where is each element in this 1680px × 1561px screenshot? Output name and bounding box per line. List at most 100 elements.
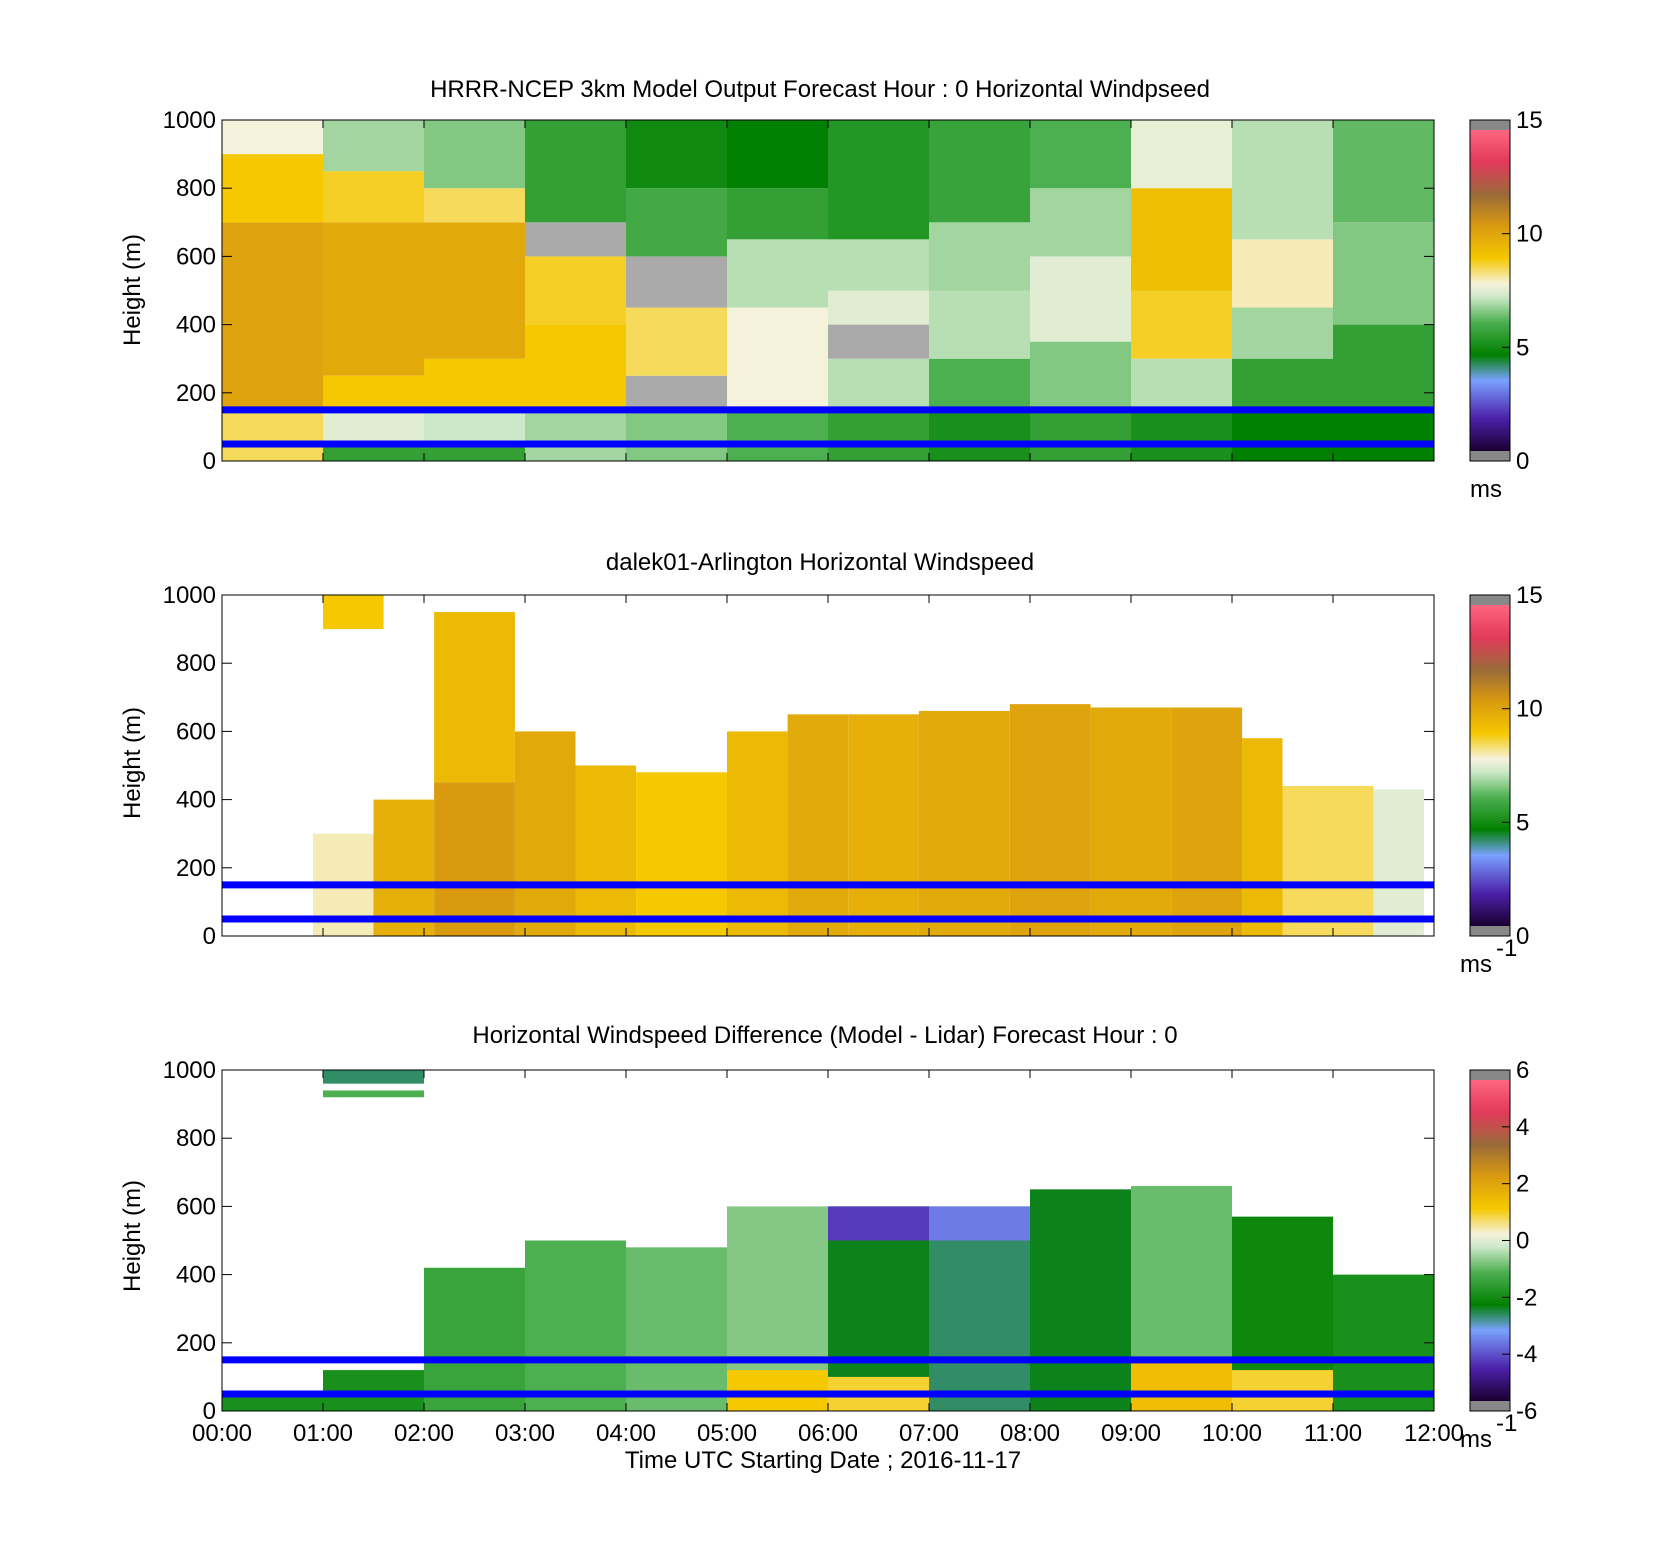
heatmap-cell [514, 731, 576, 936]
y-tick-label: 1000 [163, 107, 216, 134]
heatmap-cell [1333, 222, 1434, 325]
heatmap-cell [1030, 409, 1131, 461]
heatmap-cell [222, 409, 323, 461]
y-tick-label: 600 [176, 718, 216, 745]
colorbar-tick-label: 10 [1516, 696, 1543, 723]
heatmap-cell [828, 1206, 929, 1241]
heatmap-cell [424, 1267, 525, 1411]
heatmap-cell [373, 799, 435, 936]
heatmap-cell [636, 772, 727, 936]
y-tick-label: 1000 [163, 582, 216, 609]
heatmap-cell [848, 714, 919, 936]
colorbar-tick-label: 15 [1516, 107, 1543, 134]
heatmap-cell [323, 222, 424, 376]
heatmap-cell [1373, 789, 1424, 936]
heatmap-cell [929, 358, 1030, 410]
heatmap-cell [323, 171, 424, 223]
colorbar [1470, 130, 1510, 451]
colorbar-tick-label: 4 [1516, 1114, 1529, 1141]
heatmap-cell [929, 290, 1030, 359]
heatmap-cell [323, 1090, 424, 1098]
heatmap-cell [525, 222, 626, 257]
heatmap-cell [918, 710, 1010, 936]
heatmap-cell [626, 188, 727, 257]
heatmap-cell [424, 120, 525, 189]
heatmap-cell [828, 358, 929, 410]
heatmap-cell [1030, 188, 1131, 257]
heatmap-cell [1131, 409, 1232, 461]
heatmap-cell [626, 1247, 727, 1411]
y-tick-label: 200 [176, 1330, 216, 1357]
heatmap-cell [828, 239, 929, 291]
heatmap-cell [1333, 409, 1434, 461]
x-tick-label: 04:00 [596, 1420, 656, 1447]
heatmap-cell [1232, 120, 1333, 240]
x-axis-label: Time UTC Starting Date ; 2016-11-17 [625, 1447, 1021, 1474]
heatmap-cell [1030, 120, 1131, 189]
heatmap-cell [323, 120, 424, 172]
heatmap-cell [1131, 120, 1232, 189]
colorbar [1470, 605, 1510, 926]
x-tick-label: 01:00 [293, 1420, 353, 1447]
heatmap-cell [787, 714, 849, 936]
heatmap-cell [575, 765, 637, 936]
heatmap-cell [1009, 704, 1091, 936]
colorbar-unit-exponent: -1 [1496, 1410, 1517, 1437]
y-tick-label: 800 [176, 650, 216, 677]
colorbar-tick-label: 15 [1516, 582, 1543, 609]
heatmap-cell [1232, 358, 1333, 410]
heatmap-cell [323, 1070, 424, 1084]
x-tick-label: 03:00 [495, 1420, 555, 1447]
colorbar-tick-label: 5 [1516, 809, 1529, 836]
colorbar-tick-label: 6 [1516, 1057, 1529, 1084]
heatmap-cell [434, 782, 515, 936]
heatmap-cell [1242, 738, 1283, 936]
heatmap-cell [424, 443, 525, 461]
y-tick-label: 0 [203, 923, 216, 950]
heatmap-cell [1333, 120, 1434, 223]
heatmap-cell [828, 324, 929, 359]
y-tick-label: 0 [203, 448, 216, 475]
heatmap-cell [424, 188, 525, 223]
heatmap-cell [727, 120, 828, 189]
heatmap-cell [525, 409, 626, 461]
colorbar-unit: ms [1460, 951, 1492, 978]
heatmap-cell [626, 120, 727, 189]
y-tick-label: 400 [176, 787, 216, 814]
heatmap-cell [525, 256, 626, 325]
x-tick-label: 09:00 [1101, 1420, 1161, 1447]
heatmap-cell [727, 188, 828, 240]
heatmap-cell [1232, 409, 1333, 461]
heatmap-cell [828, 120, 929, 240]
colorbar-unit: ms [1470, 476, 1502, 503]
heatmap-cell [929, 409, 1030, 461]
x-tick-label: 02:00 [394, 1420, 454, 1447]
panel-diff-plot: 0 200 400 600 800 1000 00:00 01:00 02:00 03:00 04:… [163, 1057, 1538, 1453]
colorbar-border [1469, 119, 1511, 462]
x-tick-label: 08:00 [1000, 1420, 1060, 1447]
heatmap-cell [1090, 707, 1172, 936]
panel-lidar-title: dalek01-Arlington Horizontal Windspeed [606, 549, 1034, 576]
panel-diff: Horizontal Windspeed Difference (Model -… [119, 1022, 1537, 1453]
heatmap-cell [626, 256, 727, 308]
heatmap-cell [727, 239, 828, 308]
colorbar-tick-label: -6 [1516, 1398, 1537, 1425]
heatmap-cell [1333, 324, 1434, 410]
heatmap-cell [525, 1240, 626, 1411]
heatmap-cell [727, 731, 788, 936]
heatmap-cell [525, 120, 626, 223]
heatmap-cell [626, 375, 727, 410]
heatmap-cell [323, 409, 424, 444]
heatmap-cell [1131, 358, 1232, 410]
y-tick-label: 400 [176, 312, 216, 339]
heatmap-cell [1131, 290, 1232, 359]
heatmap-cell [525, 324, 626, 410]
y-tick-label: 200 [176, 380, 216, 407]
heatmap-cell [424, 409, 525, 444]
y-tick-label: 0 [203, 1398, 216, 1425]
y-tick-label: 600 [176, 1193, 216, 1220]
heatmap-cell [323, 375, 424, 410]
heatmap-cell [626, 409, 727, 461]
y-tick-label: 400 [176, 1262, 216, 1289]
